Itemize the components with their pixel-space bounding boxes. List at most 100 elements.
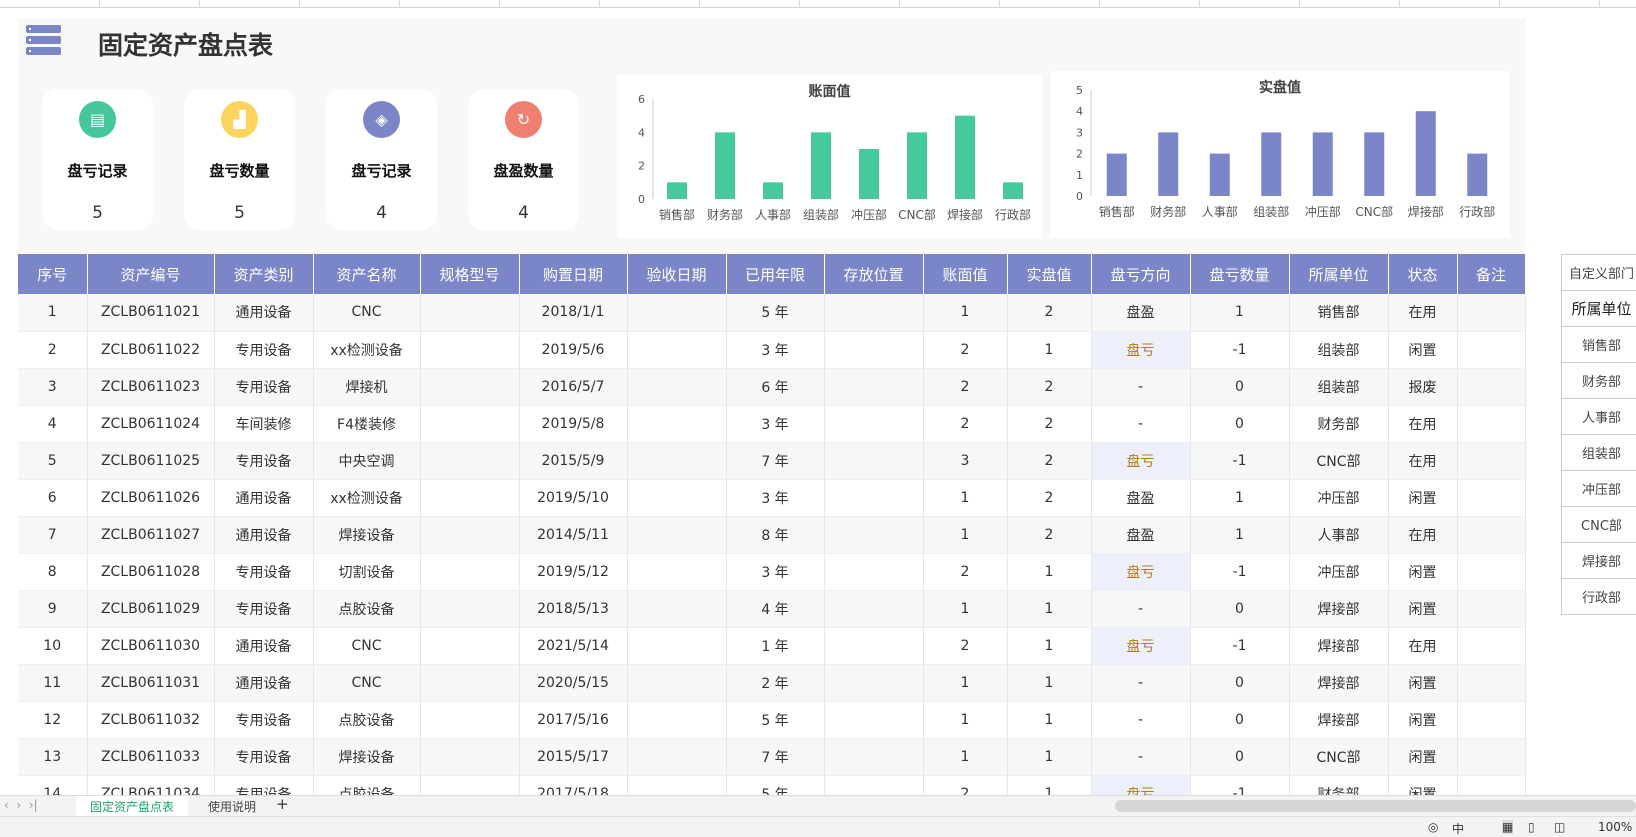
side-item[interactable]: CNC部	[1561, 506, 1636, 543]
column-header[interactable]: 盘亏方向	[1091, 254, 1191, 294]
table-cell[interactable]	[627, 553, 727, 591]
table-cell[interactable]: 通用设备	[214, 479, 314, 517]
table-cell[interactable]: ZCLB0611022	[87, 331, 215, 369]
table-cell[interactable]: 2 年	[726, 664, 825, 702]
column-header[interactable]: 购置日期	[519, 254, 628, 294]
table-cell[interactable]: 7	[18, 516, 88, 554]
table-cell[interactable]: 1	[1190, 294, 1290, 332]
table-cell[interactable]	[1457, 701, 1526, 739]
column-header[interactable]: 已用年限	[726, 254, 825, 294]
table-cell[interactable]: F4楼装修	[313, 405, 421, 443]
table-cell[interactable]: 2	[1007, 442, 1092, 480]
table-cell[interactable]: ZCLB0611030	[87, 627, 215, 665]
add-sheet-button[interactable]: +	[276, 795, 289, 813]
table-cell[interactable]	[824, 294, 924, 332]
table-cell[interactable]	[627, 516, 727, 554]
table-cell[interactable]: 闲置	[1388, 664, 1458, 702]
table-cell[interactable]: ZCLB0611028	[87, 553, 215, 591]
table-cell[interactable]: 销售部	[1289, 294, 1389, 332]
table-cell[interactable]: 在用	[1388, 516, 1458, 554]
table-cell[interactable]: 中央空调	[313, 442, 421, 480]
table-cell[interactable]: -	[1091, 368, 1191, 406]
table-cell[interactable]: 点胶设备	[313, 590, 421, 628]
column-header[interactable]: 实盘值	[1007, 254, 1092, 294]
table-cell[interactable]: 6 年	[726, 368, 825, 406]
table-cell[interactable]: -	[1091, 701, 1191, 739]
sheet-tab-active[interactable]: 固定资产盘点表	[76, 796, 189, 817]
table-cell[interactable]: CNC部	[1289, 738, 1389, 776]
table-cell[interactable]	[627, 775, 727, 795]
table-cell[interactable]: 5 年	[726, 775, 825, 795]
table-cell[interactable]: 在用	[1388, 405, 1458, 443]
table-cell[interactable]: 0	[1190, 664, 1290, 702]
table-cell[interactable]	[627, 331, 727, 369]
table-cell[interactable]: ZCLB0611034	[87, 775, 215, 795]
column-header[interactable]: 备注	[1457, 254, 1526, 294]
table-cell[interactable]: 1	[1007, 775, 1092, 795]
table-cell[interactable]: 闲置	[1388, 331, 1458, 369]
table-cell[interactable]	[1457, 590, 1526, 628]
table-cell[interactable]: 2015/5/9	[519, 442, 628, 480]
table-cell[interactable]: 通用设备	[214, 627, 314, 665]
table-cell[interactable]: 2019/5/12	[519, 553, 628, 591]
table-cell[interactable]: 专用设备	[214, 442, 314, 480]
table-cell[interactable]: 1	[923, 701, 1008, 739]
table-cell[interactable]	[420, 553, 520, 591]
table-cell[interactable]: 焊接部	[1289, 701, 1389, 739]
table-cell[interactable]: 通用设备	[214, 294, 314, 332]
table-cell[interactable]: 1	[1007, 738, 1092, 776]
table-cell[interactable]: 2019/5/6	[519, 331, 628, 369]
table-cell[interactable]: 5 年	[726, 701, 825, 739]
table-cell[interactable]	[420, 294, 520, 332]
table-cell[interactable]: 2	[1007, 368, 1092, 406]
table-cell[interactable]: 2016/5/7	[519, 368, 628, 406]
table-cell[interactable]	[627, 664, 727, 702]
table-cell[interactable]: 焊接机	[313, 368, 421, 406]
table-cell[interactable]	[824, 738, 924, 776]
table-cell[interactable]: 焊接部	[1289, 664, 1389, 702]
table-cell[interactable]	[627, 590, 727, 628]
table-cell[interactable]: 专用设备	[214, 738, 314, 776]
table-cell[interactable]: -1	[1190, 331, 1290, 369]
table-cell[interactable]: 1	[1007, 701, 1092, 739]
table-cell[interactable]: 1	[18, 294, 88, 332]
table-cell[interactable]: 财务部	[1289, 775, 1389, 795]
table-cell[interactable]: 专用设备	[214, 368, 314, 406]
table-cell[interactable]: 2	[923, 368, 1008, 406]
table-cell[interactable]: CNC部	[1289, 442, 1389, 480]
table-cell[interactable]	[627, 294, 727, 332]
table-cell[interactable]: -1	[1190, 775, 1290, 795]
table-cell[interactable]: 2020/5/15	[519, 664, 628, 702]
table-cell[interactable]: 闲置	[1388, 590, 1458, 628]
table-cell[interactable]: 组装部	[1289, 368, 1389, 406]
table-cell[interactable]: 2	[18, 331, 88, 369]
table-cell[interactable]: 2015/5/17	[519, 738, 628, 776]
table-cell[interactable]: 2	[1007, 479, 1092, 517]
table-cell[interactable]	[627, 701, 727, 739]
table-cell[interactable]: 5 年	[726, 294, 825, 332]
table-cell[interactable]: 2018/1/1	[519, 294, 628, 332]
table-cell[interactable]: ZCLB0611026	[87, 479, 215, 517]
table-cell[interactable]: 1	[1007, 590, 1092, 628]
table-cell[interactable]: 盘亏	[1091, 331, 1191, 369]
table-cell[interactable]: 人事部	[1289, 516, 1389, 554]
table-cell[interactable]: 在用	[1388, 294, 1458, 332]
table-cell[interactable]	[420, 775, 520, 795]
table-cell[interactable]: 2	[1007, 405, 1092, 443]
table-cell[interactable]: 点胶设备	[313, 775, 421, 795]
table-cell[interactable]: 4 年	[726, 590, 825, 628]
table-cell[interactable]	[1457, 516, 1526, 554]
table-cell[interactable]	[420, 442, 520, 480]
side-item[interactable]: 组装部	[1561, 434, 1636, 471]
table-cell[interactable]	[420, 664, 520, 702]
table-cell[interactable]: 1	[1190, 516, 1290, 554]
table-cell[interactable]: 财务部	[1289, 405, 1389, 443]
table-cell[interactable]	[824, 627, 924, 665]
table-cell[interactable]: 2	[923, 627, 1008, 665]
table-cell[interactable]: 盘盈	[1091, 479, 1191, 517]
table-cell[interactable]	[627, 405, 727, 443]
table-cell[interactable]	[1457, 294, 1526, 332]
column-header[interactable]: 资产编号	[87, 254, 215, 294]
table-cell[interactable]: ZCLB0611023	[87, 368, 215, 406]
table-cell[interactable]: 专用设备	[214, 553, 314, 591]
